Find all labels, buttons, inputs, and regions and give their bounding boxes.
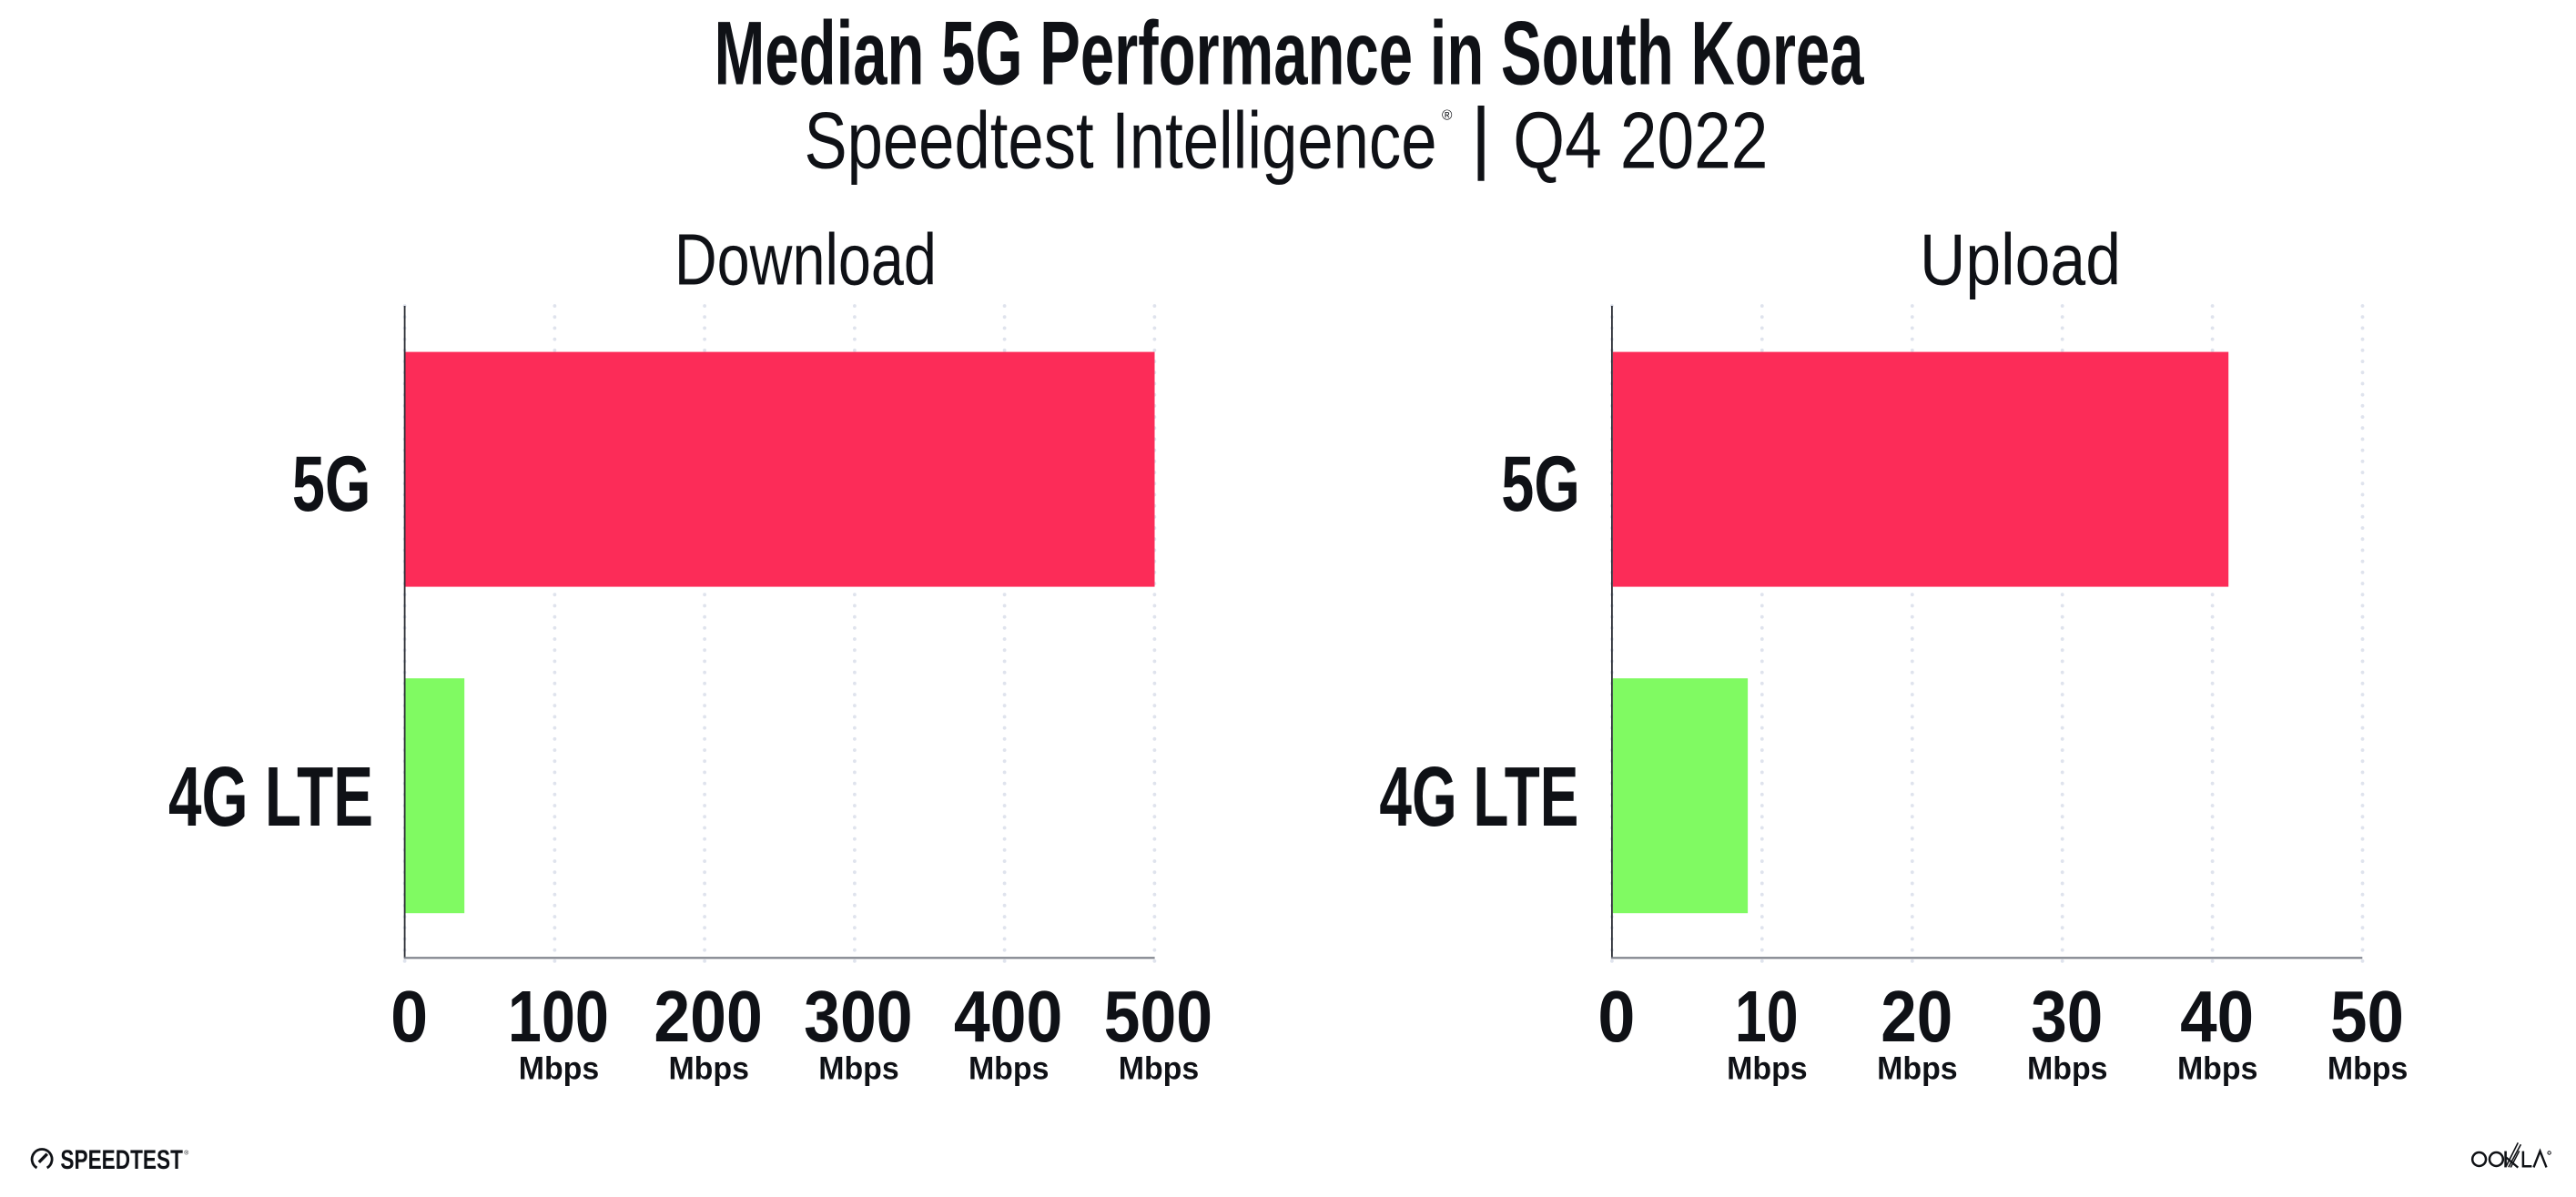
svg-text:200: 200 [654,976,763,1057]
svg-text:5G: 5G [292,441,371,528]
svg-text:4G LTE: 4G LTE [1379,749,1578,844]
svg-text:20: 20 [1881,976,1952,1057]
svg-text:®: ® [1442,108,1453,124]
svg-text:Mbps: Mbps [2177,1051,2258,1087]
svg-text:0: 0 [390,976,428,1057]
svg-text:Mbps: Mbps [2328,1051,2409,1087]
svg-text:4G LTE: 4G LTE [168,749,373,844]
svg-text:50: 50 [2330,976,2404,1057]
svg-text:0: 0 [1597,976,1635,1057]
svg-text:40: 40 [2180,976,2254,1057]
svg-text:Mbps: Mbps [1727,1051,1808,1087]
svg-text:Q4 2022: Q4 2022 [1513,96,1768,186]
svg-text:5G: 5G [1501,441,1580,528]
svg-text:Download: Download [674,218,937,299]
svg-text:10: 10 [1735,976,1799,1057]
svg-text:®: ® [184,1150,188,1157]
svg-text:Mbps: Mbps [969,1051,1050,1087]
svg-text:500: 500 [1104,976,1213,1057]
svg-text:Mbps: Mbps [818,1051,899,1087]
svg-text:Upload: Upload [1920,218,2121,299]
svg-text:Speedtest Intelligence: Speedtest Intelligence [805,96,1437,186]
svg-text:300: 300 [804,976,913,1057]
svg-text:Median 5G Performance in South: Median 5G Performance in South Korea [715,2,1865,103]
svg-text:Mbps: Mbps [1877,1051,1958,1087]
svg-text:100: 100 [508,976,609,1057]
svg-text:30: 30 [2031,976,2103,1057]
svg-text:SPEEDTEST: SPEEDTEST [60,1145,183,1175]
svg-text:Mbps: Mbps [668,1051,749,1087]
svg-text:|: | [1471,91,1492,181]
svg-text:Mbps: Mbps [1119,1051,1200,1087]
svg-text:400: 400 [954,976,1063,1057]
svg-text:Mbps: Mbps [2027,1051,2108,1087]
svg-text:Mbps: Mbps [519,1051,600,1087]
